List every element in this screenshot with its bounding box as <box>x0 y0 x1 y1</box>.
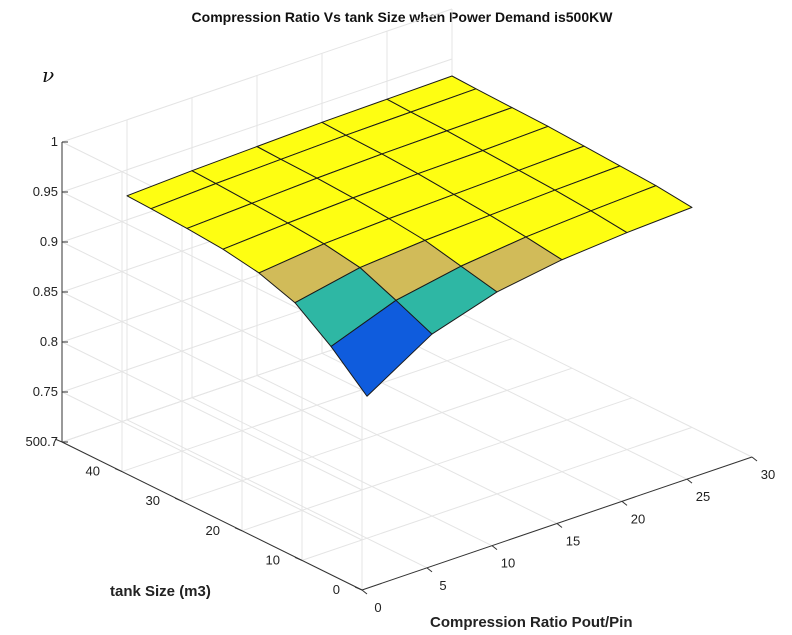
x-axis-line <box>361 456 753 591</box>
chart-title: Compression Ratio Vs tank Size when Powe… <box>192 9 614 25</box>
y-tick-mark-5 <box>54 438 63 443</box>
back-gridline-z-5 <box>61 58 453 193</box>
z-tick-label-4: 0.9 <box>40 234 58 249</box>
x-tick-mark-6 <box>751 456 758 462</box>
x-tick-mark-0 <box>361 589 368 595</box>
z-tick-label-1: 0.75 <box>33 384 58 399</box>
side-gridline-z-1 <box>61 391 363 541</box>
y-tick-label-2: 20 <box>206 523 220 538</box>
side-gridline-z-2 <box>61 341 363 491</box>
x-tick-label-0: 0 <box>374 600 381 615</box>
x-tick-mark-5 <box>686 478 693 484</box>
back-gridline-z-6 <box>61 8 453 143</box>
floor-gridline-x-3 <box>256 375 558 524</box>
floor-gridline-x-6 <box>451 308 753 458</box>
floor-gridline-x-5 <box>386 330 688 480</box>
z-tick-label-3: 0.85 <box>33 284 58 299</box>
side-gridline-z-3 <box>61 291 363 441</box>
z-tick-label-5: 0.95 <box>33 184 58 199</box>
z-axis-label: ν <box>42 63 54 87</box>
x-tick-label-1: 5 <box>439 578 446 593</box>
y-axis-label: tank Size (m3) <box>110 583 211 600</box>
y-tick-label-5: 50 <box>26 434 40 449</box>
floor-gridline-y-4 <box>121 338 513 473</box>
y-tick-label-0: 0 <box>333 582 340 597</box>
x-tick-label-2: 10 <box>501 556 515 571</box>
y-tick-label-1: 10 <box>266 552 280 567</box>
floor-gridline-x-2 <box>191 397 493 547</box>
side-gridline-z-4 <box>61 241 363 391</box>
x-axis-label: Compression Ratio Pout/Pin <box>430 614 633 631</box>
surface-patch-0-4 <box>590 185 693 234</box>
y-tick-label-3: 30 <box>146 493 160 508</box>
z-tick-label-2: 0.8 <box>40 334 58 349</box>
floor-gridline-y-1 <box>301 426 693 561</box>
y-axis-line <box>61 441 363 591</box>
x-tick-label-5: 25 <box>696 489 710 504</box>
floor-gridline-x-1 <box>126 419 428 569</box>
floor-gridline-y-3 <box>181 367 573 502</box>
z-tick-label-0: 0.7 <box>40 434 58 449</box>
x-tick-mark-3 <box>556 523 563 528</box>
axis-ticks: 0.70.750.80.850.90.951010203040500510152… <box>26 134 776 615</box>
x-tick-label-6: 30 <box>761 467 775 482</box>
surface-mesh <box>126 75 693 397</box>
x-tick-mark-1 <box>426 567 433 573</box>
z-tick-label-6: 1 <box>51 134 58 149</box>
floor-gridline-y-2 <box>241 397 633 532</box>
x-tick-mark-2 <box>491 545 498 551</box>
x-tick-mark-4 <box>621 500 628 506</box>
y-tick-label-4: 40 <box>86 464 100 479</box>
x-tick-label-3: 15 <box>566 534 580 549</box>
x-tick-label-4: 20 <box>631 511 645 526</box>
